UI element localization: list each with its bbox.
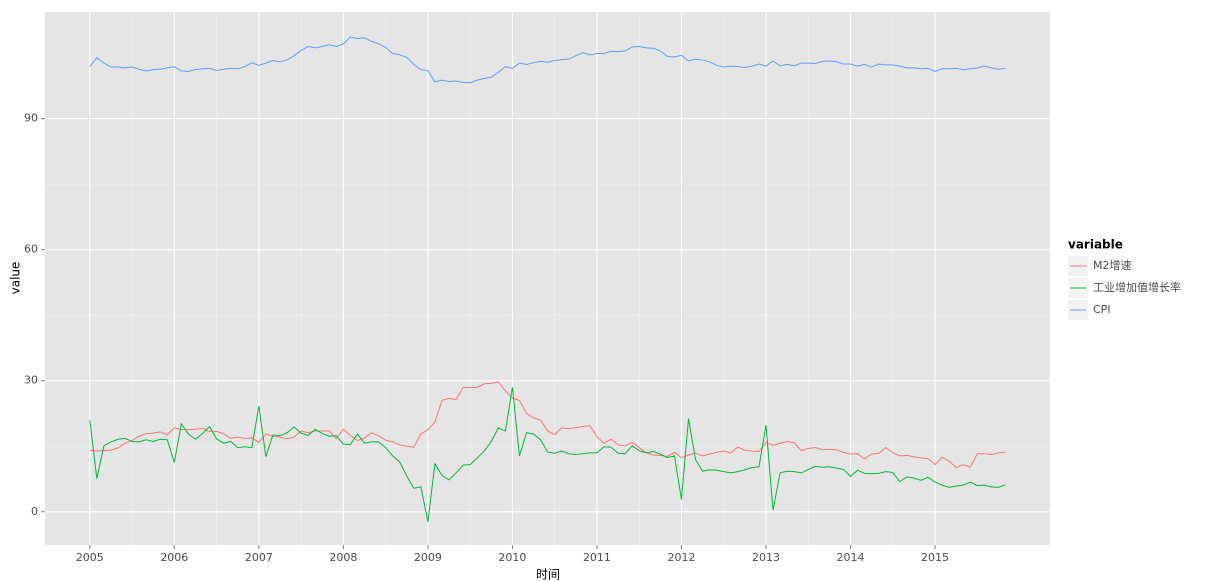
x-tick-label: 2015 (921, 551, 949, 564)
x-tick-label: 2014 (837, 551, 865, 564)
x-axis-title: 时间 (536, 568, 560, 581)
grid (45, 12, 1050, 545)
y-tick-label: 30 (24, 374, 38, 387)
panel (45, 12, 1050, 545)
lines (89, 36, 1006, 522)
legend-title: variable (1068, 238, 1123, 252)
y-tick-label: 60 (24, 243, 38, 256)
x-tick-label: 2012 (667, 551, 695, 564)
legend-label: CPI (1093, 303, 1111, 316)
y-tick-label: 90 (24, 112, 38, 125)
series-line (89, 387, 1006, 522)
y-axis-title: value (9, 262, 23, 295)
legend-label: M2增速 (1093, 258, 1132, 272)
legend-label: 工业增加值增长率 (1093, 280, 1181, 294)
x-tick-label: 2008 (329, 551, 357, 564)
x-tick-label: 2011 (583, 551, 611, 564)
x-tick-label: 2013 (752, 551, 780, 564)
y-tick-label: 0 (31, 505, 38, 518)
x-tick-label: 2006 (160, 551, 188, 564)
axes: 0 30 60 90 2005 2006 2007 2008 2009 2010 2011 2012 2… (24, 112, 949, 564)
x-tick-label: 2009 (414, 551, 442, 564)
x-tick-label: 2007 (245, 551, 273, 564)
x-tick-label: 2010 (498, 551, 526, 564)
series-line (89, 381, 1006, 469)
x-tick-label: 2005 (76, 551, 104, 564)
series-line (89, 36, 1006, 84)
